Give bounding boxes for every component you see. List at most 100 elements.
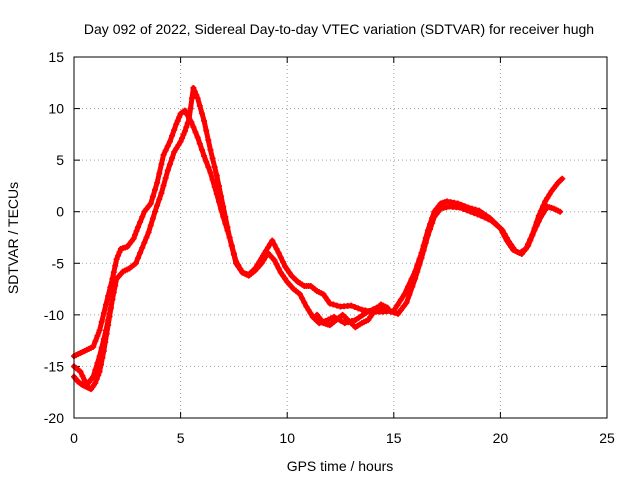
data-point bbox=[406, 291, 413, 298]
y-tick-label: -10 bbox=[44, 307, 64, 323]
data-point bbox=[112, 282, 119, 289]
data-point bbox=[542, 198, 549, 205]
data-point bbox=[180, 131, 187, 138]
data-point bbox=[132, 231, 139, 238]
data-point bbox=[115, 252, 122, 259]
data-point bbox=[427, 226, 434, 233]
plot-frame bbox=[73, 56, 608, 419]
data-point bbox=[179, 135, 186, 142]
data-point bbox=[488, 217, 495, 224]
data-point bbox=[171, 126, 178, 133]
x-axis-label: GPS time / hours bbox=[287, 458, 394, 474]
data-point bbox=[305, 307, 312, 314]
data-point bbox=[355, 305, 362, 312]
data-point bbox=[152, 208, 159, 215]
data-point bbox=[154, 179, 161, 186]
data-point bbox=[275, 265, 282, 272]
data-point bbox=[113, 256, 120, 263]
data-point bbox=[107, 304, 114, 311]
data-point bbox=[286, 269, 293, 276]
data-point bbox=[139, 213, 146, 220]
data-point bbox=[485, 216, 492, 223]
data-point bbox=[279, 272, 286, 279]
data-point bbox=[201, 117, 208, 124]
data-point bbox=[326, 300, 333, 307]
data-point bbox=[184, 120, 191, 127]
data-point bbox=[177, 138, 184, 145]
data-point bbox=[110, 289, 117, 296]
data-point bbox=[198, 110, 205, 117]
chart-title: Day 092 of 2022, Sidereal Day-to-day VTE… bbox=[84, 21, 594, 37]
data-point bbox=[196, 102, 203, 109]
data-point bbox=[96, 368, 103, 375]
data-point bbox=[132, 260, 139, 267]
data-point bbox=[134, 255, 141, 262]
data-point bbox=[93, 376, 100, 383]
data-point bbox=[296, 291, 303, 298]
x-tick-label: 20 bbox=[493, 430, 509, 446]
data-point bbox=[143, 234, 150, 241]
data-point bbox=[394, 302, 401, 309]
data-point bbox=[422, 240, 429, 247]
data-point bbox=[218, 193, 225, 200]
data-point bbox=[508, 241, 515, 248]
data-point bbox=[190, 84, 197, 91]
data-point bbox=[237, 266, 244, 273]
data-point bbox=[194, 95, 201, 102]
data-point bbox=[505, 238, 512, 245]
data-point bbox=[303, 303, 310, 310]
data-point bbox=[171, 148, 178, 155]
data-point bbox=[474, 211, 481, 218]
data-point bbox=[158, 161, 165, 168]
data-point bbox=[262, 253, 269, 260]
data-point bbox=[228, 243, 235, 250]
data-point bbox=[527, 237, 534, 244]
data-point bbox=[412, 275, 419, 282]
data-point bbox=[320, 291, 327, 298]
data-point bbox=[352, 317, 359, 324]
data-point bbox=[463, 207, 470, 214]
data-point bbox=[387, 308, 394, 315]
data-point bbox=[116, 249, 123, 256]
data-point bbox=[102, 339, 109, 346]
data-point bbox=[100, 310, 107, 317]
data-point bbox=[397, 296, 404, 303]
data-point bbox=[282, 275, 289, 282]
data-point bbox=[205, 137, 212, 144]
data-point bbox=[193, 91, 200, 98]
data-point bbox=[166, 138, 173, 145]
series-4 bbox=[314, 301, 391, 331]
data-point bbox=[395, 310, 402, 317]
data-point bbox=[162, 147, 169, 154]
data-point bbox=[164, 167, 171, 174]
data-point bbox=[107, 284, 114, 291]
data-point bbox=[400, 303, 407, 310]
data-point bbox=[503, 234, 510, 241]
data-point bbox=[190, 124, 197, 131]
y-tick-label: 15 bbox=[48, 49, 64, 65]
data-point bbox=[471, 210, 478, 217]
data-point bbox=[542, 206, 549, 213]
y-tick-label: -5 bbox=[52, 255, 65, 271]
data-point bbox=[467, 208, 474, 215]
data-point bbox=[277, 269, 284, 276]
data-point bbox=[139, 244, 146, 251]
data-point bbox=[203, 127, 210, 134]
data-point bbox=[147, 222, 154, 229]
data-point bbox=[271, 241, 278, 248]
data-point bbox=[324, 297, 331, 304]
data-point bbox=[103, 330, 110, 337]
data-point bbox=[418, 255, 425, 262]
data-point bbox=[137, 249, 144, 256]
y-tick-label: 10 bbox=[48, 101, 64, 117]
data-point bbox=[215, 182, 222, 189]
data-point bbox=[98, 318, 105, 325]
data-point bbox=[355, 314, 362, 321]
data-point bbox=[160, 151, 167, 158]
data-point bbox=[391, 309, 398, 316]
data-point bbox=[201, 153, 208, 160]
data-point bbox=[351, 303, 358, 310]
data-point bbox=[273, 245, 280, 252]
data-point bbox=[284, 266, 291, 273]
